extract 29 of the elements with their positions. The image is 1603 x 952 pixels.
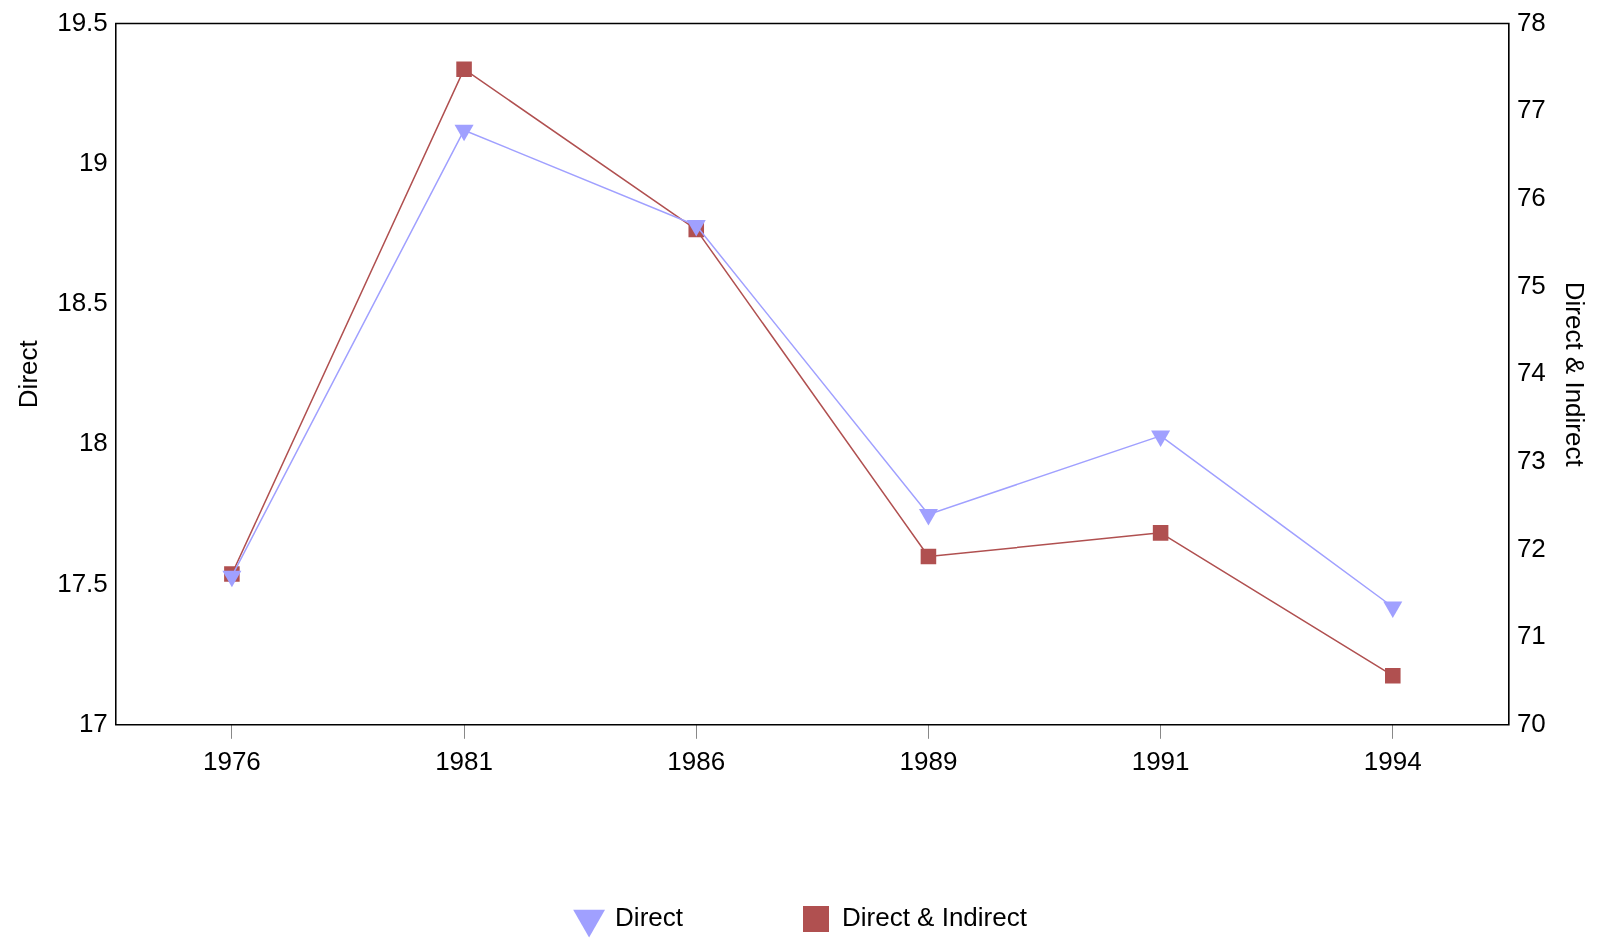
y2-tick-label: 70	[1516, 707, 1546, 738]
point	[456, 61, 472, 77]
y-tick-label: 17.5	[57, 567, 108, 598]
legend-label: Direct	[615, 902, 684, 933]
y-tick-label: 18	[78, 427, 108, 458]
y2-tick-label: 72	[1516, 532, 1546, 563]
y-tick-label: 19	[78, 147, 108, 178]
y2-tick-label: 76	[1516, 182, 1546, 213]
y2-axis-title: Direct & Indirect	[1560, 281, 1591, 468]
y-tick-label: 17	[78, 707, 108, 738]
y-tick-label: 19.5	[57, 6, 108, 37]
y2-tick-label: 73	[1516, 445, 1546, 476]
y2-tick-label: 74	[1516, 357, 1546, 388]
y2-tick-label: 77	[1516, 94, 1546, 125]
y2-tick-label: 75	[1516, 269, 1546, 300]
point	[1385, 667, 1401, 684]
point	[1152, 525, 1169, 541]
y2-tick-label: 78	[1516, 6, 1546, 37]
y-axis-title: Direct	[12, 339, 43, 409]
x-tick-label: 1994	[1363, 745, 1422, 776]
x-tick-label: 1981	[435, 745, 493, 776]
x-tick-label: 1991	[1131, 745, 1190, 776]
x-tick-label: 1986	[667, 745, 726, 776]
y-tick-label: 18.5	[57, 287, 108, 318]
legend-label: Direct & Indirect	[841, 902, 1028, 933]
y2-tick-label: 71	[1516, 620, 1546, 651]
x-tick-label: 1989	[899, 745, 958, 776]
point	[920, 548, 937, 565]
x-tick-label: 1976	[202, 745, 261, 776]
